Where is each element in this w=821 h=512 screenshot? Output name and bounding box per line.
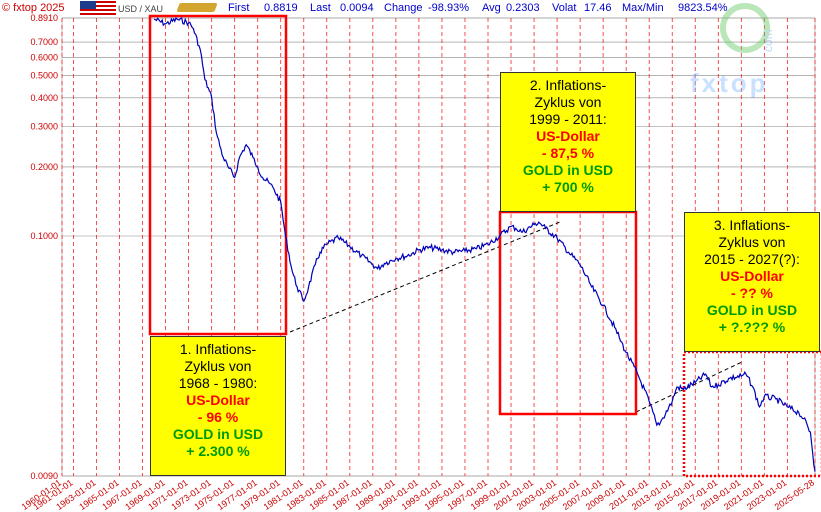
annotation-cycle1: 1. Inflations- Zyklus von 1968 - 1980: U… [150, 336, 286, 476]
fxtop-watermark: com fxtop [690, 3, 775, 98]
avg-label: Avg [482, 2, 501, 14]
x-axis-labels: 1960-01-011961-01-011963-01-011965-01-01… [20, 477, 816, 512]
y-tick-label: 0.6000 [30, 52, 58, 62]
cycle2-highlight [498, 210, 638, 416]
last-label: Last [310, 2, 331, 14]
horizontal-gridlines [61, 17, 816, 477]
trend-line-1 [289, 221, 561, 333]
volat-label: Volat [552, 2, 577, 14]
maxmin-label: Max/Min [622, 2, 664, 14]
annotation-cycle3: 3. Inflations- Zyklus von 2015 - 2027(?)… [684, 212, 820, 352]
cycle3-line3: 2015 - 2027(?): [704, 251, 800, 267]
cycle3-usd-change: - ?? % [731, 285, 773, 301]
cycle3-gold-change: + ?.??? % [718, 319, 786, 335]
fxtop-logo-icon [720, 3, 770, 53]
cycle1-usd-change: - 96 % [197, 409, 239, 425]
cycle2-line1: 2. Inflations- [529, 77, 607, 93]
avg-value: 0.2303 [506, 2, 540, 14]
cycle2-gold-change: + 700 % [542, 179, 594, 195]
y-tick-label: 0.7000 [30, 37, 58, 47]
usa-flag-icon [80, 1, 116, 15]
cycle3-highlight [682, 350, 821, 478]
header-bar: © fxtop 2025 USD / XAU First 0.8819 Last… [0, 0, 821, 16]
y-tick-label: 0.8910 [30, 13, 58, 23]
y-tick-label: 0.2000 [30, 162, 58, 172]
gold-bar-icon [176, 3, 218, 12]
cycle1-gold-change: + 2.300 % [186, 443, 250, 459]
cycle1-line3: 1968 - 1980: [178, 375, 258, 391]
watermark-suffix: com [761, 29, 775, 52]
cycle1-gold: GOLD in USD [172, 426, 264, 442]
y-tick-label: 0.3000 [30, 121, 58, 131]
cycle2-line2: Zyklus von [534, 94, 602, 110]
cycle3-line2: Zyklus von [718, 234, 786, 250]
cycle2-line3: 1999 - 2011: [529, 111, 607, 127]
volat-value: 17.46 [584, 2, 612, 14]
first-label: First [228, 2, 250, 14]
maxmin-value: 9823.54% [678, 2, 728, 14]
change-value: -98.93% [428, 2, 469, 14]
y-tick-label: 0.4000 [30, 93, 58, 103]
cycle3-usd: US-Dollar [720, 268, 784, 284]
cycle-highlight-boxes [148, 14, 821, 478]
first-value: 0.8819 [264, 2, 298, 14]
cycle1-highlight [148, 14, 288, 336]
annotation-cycle2: 2. Inflations- Zyklus von 1999 - 2011: U… [500, 72, 636, 212]
cycle3-gold: GOLD in USD [706, 302, 798, 318]
cycle1-line2: Zyklus von [184, 358, 252, 374]
cycle1-line1: 1. Inflations- [179, 341, 257, 357]
cycle2-usd: US-Dollar [536, 128, 600, 144]
y-tick-label: 0.0090 [30, 471, 58, 481]
currency-pair: USD / XAU [118, 4, 164, 14]
watermark-text: fxtop [690, 68, 769, 98]
cycle3-line1: 3. Inflations- [713, 217, 791, 233]
copyright: © fxtop 2025 [2, 2, 65, 14]
y-tick-label: 0.1000 [30, 231, 58, 241]
y-axis-labels: 0.8910 0.7000 0.6000 0.5000 0.4000 0.3000 0.20… [30, 13, 58, 481]
usd-xau-series-line [153, 16, 816, 472]
trend-lines [289, 221, 743, 413]
cycle1-usd: US-Dollar [186, 392, 250, 408]
cycle2-usd-change: - 87,5 % [541, 145, 595, 161]
y-tick-label: 0.5000 [30, 71, 58, 81]
last-value: 0.0094 [340, 2, 374, 14]
change-label: Change [384, 2, 423, 14]
cycle2-gold: GOLD in USD [522, 162, 614, 178]
